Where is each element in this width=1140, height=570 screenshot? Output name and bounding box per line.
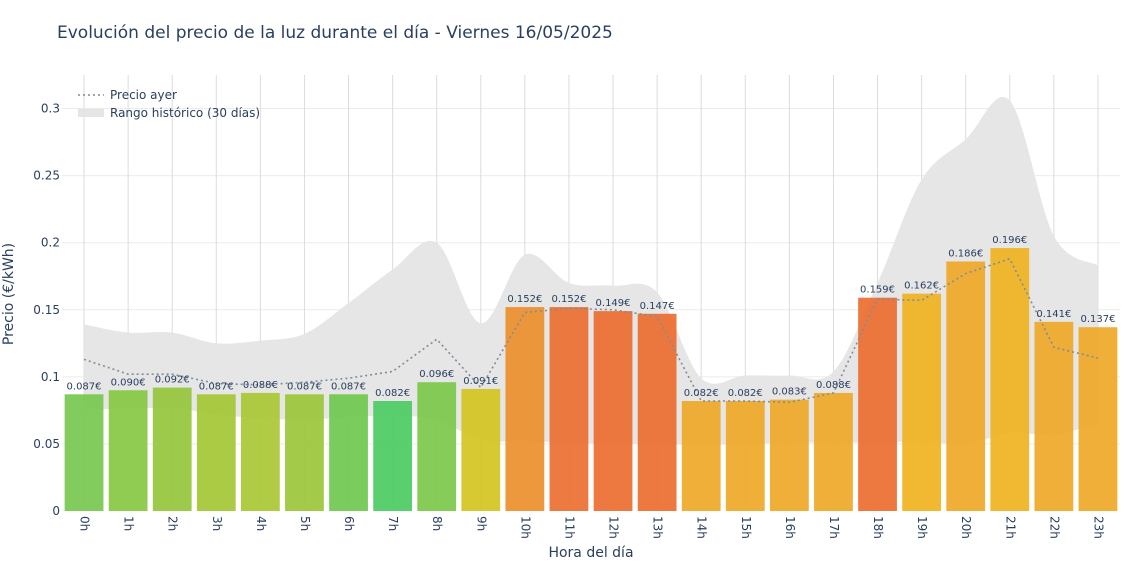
bar-23h [1078, 327, 1118, 511]
legend-label-yesterday: Precio ayer [110, 88, 177, 102]
bar-label-17h: 0.088€ [816, 380, 851, 391]
bar-label-22h: 0.141€ [1036, 309, 1071, 320]
x-tick-7h: 7h [386, 516, 400, 531]
bar-label-14h: 0.082€ [684, 388, 719, 399]
x-tick-19h: 19h [915, 516, 929, 539]
y-axis-title: Precio (€/kWh) [1, 243, 17, 345]
y-axis-ticks: 0 0.05 0.1 0.15 0.2 0.25 0.3 [33, 102, 60, 518]
bar-7h [373, 400, 413, 511]
bar-1h [108, 390, 148, 511]
bar-label-5h: 0.087€ [287, 381, 322, 392]
x-tick-1h: 1h [122, 516, 136, 531]
bar-label-7h: 0.082€ [375, 388, 410, 399]
x-tick-9h: 9h [474, 516, 488, 531]
bar-label-3h: 0.087€ [199, 381, 234, 392]
bar-8h [417, 382, 457, 511]
bar-11h [549, 307, 589, 511]
x-axis-title: Hora del día [548, 545, 633, 561]
bar-10h [505, 307, 545, 511]
x-tick-5h: 5h [298, 516, 312, 531]
bar-label-2h: 0.092€ [155, 375, 190, 386]
bar-17h [814, 392, 853, 511]
bar-9h [461, 388, 501, 511]
bar-label-12h: 0.149€ [596, 298, 631, 309]
bar-4h [240, 392, 280, 511]
x-tick-8h: 8h [430, 516, 444, 531]
bar-labels: 0.087€ 0.090€ 0.092€ 0.087€ 0.088€ 0.087€ 0.08… [67, 235, 1116, 399]
y-tick-label: 0.3 [41, 102, 60, 116]
x-tick-11h: 11h [562, 516, 576, 539]
chart-title: Evolución del precio de la luz durante e… [57, 23, 613, 43]
bar-21h [990, 248, 1030, 511]
bar-20h [946, 261, 986, 511]
bar-label-18h: 0.159€ [860, 285, 895, 296]
x-tick-15h: 15h [739, 516, 753, 539]
legend-area-swatch [78, 109, 104, 117]
bar-19h [902, 293, 942, 511]
historical-range-area [84, 96, 1098, 446]
x-tick-14h: 14h [695, 516, 709, 539]
yesterday-price-line [83, 257, 1099, 404]
x-axis-ticks: 0h 1h 2h 3h 4h 5h 6h 7h 8h 9h 10h 11h 12h 13h 14h 15h 16… [78, 516, 1106, 539]
bar-18h [858, 297, 897, 511]
x-tick-21h: 21h [1003, 516, 1017, 539]
bar-label-16h: 0.083€ [772, 387, 807, 398]
y-tick-label: 0.15 [33, 303, 60, 317]
x-tick-22h: 22h [1047, 516, 1061, 539]
bars [64, 248, 1118, 511]
bar-13h [637, 313, 677, 511]
bar-label-9h: 0.091€ [463, 376, 498, 387]
y-tick-label: 0.05 [33, 437, 60, 451]
bar-label-21h: 0.196€ [992, 235, 1027, 246]
y-tick-label: 0.1 [41, 370, 60, 384]
bar-2h [152, 387, 192, 511]
bar-5h [285, 394, 324, 511]
bar-15h [725, 400, 765, 511]
bar-label-23h: 0.137€ [1080, 314, 1115, 325]
historical-range-band [84, 96, 1098, 446]
bar-6h [329, 394, 368, 511]
bar-label-13h: 0.147€ [640, 301, 675, 312]
yesterday-line-path [83, 257, 1099, 404]
x-tick-6h: 6h [342, 516, 356, 531]
bar-14h [681, 400, 721, 511]
bar-22h [1034, 321, 1074, 511]
bar-label-19h: 0.162€ [904, 281, 939, 292]
bar-12h [593, 311, 633, 511]
bar-16h [769, 399, 809, 511]
bar-label-4h: 0.088€ [243, 380, 278, 391]
x-tick-0h: 0h [78, 516, 92, 531]
x-tick-12h: 12h [607, 516, 621, 539]
bar-label-10h: 0.152€ [507, 294, 542, 305]
bar-label-0h: 0.087€ [67, 381, 102, 392]
bar-0h [64, 394, 104, 511]
x-tick-13h: 13h [651, 516, 665, 539]
x-tick-10h: 10h [518, 516, 532, 539]
bar-3h [196, 394, 236, 511]
x-tick-4h: 4h [254, 516, 268, 531]
bar-label-1h: 0.090€ [111, 377, 146, 388]
x-tick-3h: 3h [210, 516, 224, 531]
x-tick-2h: 2h [166, 516, 180, 531]
y-tick-label: 0 [52, 504, 60, 518]
bar-label-15h: 0.082€ [728, 388, 763, 399]
x-tick-23h: 23h [1091, 516, 1105, 539]
x-tick-20h: 20h [959, 516, 973, 539]
y-tick-label: 0.25 [33, 169, 60, 183]
legend: Precio ayer Rango histórico (30 días) [78, 88, 260, 120]
x-tick-16h: 16h [783, 516, 797, 539]
bar-label-20h: 0.186€ [948, 248, 983, 259]
bar-label-11h: 0.152€ [551, 294, 586, 305]
y-tick-label: 0.2 [41, 236, 60, 250]
x-tick-18h: 18h [871, 516, 885, 539]
x-tick-17h: 17h [827, 516, 841, 539]
bar-label-6h: 0.087€ [331, 381, 366, 392]
bar-label-8h: 0.096€ [419, 369, 454, 380]
legend-label-range: Rango histórico (30 días) [110, 106, 260, 120]
